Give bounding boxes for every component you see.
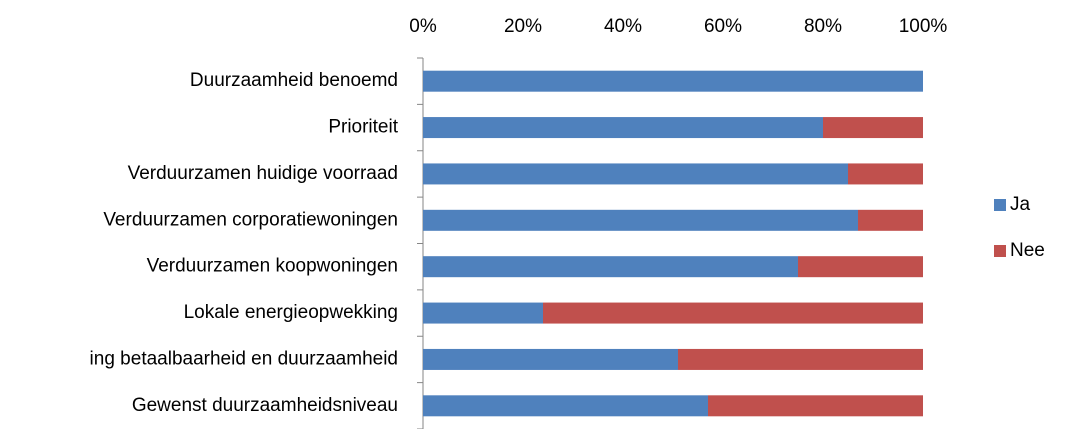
y-tick-label: Duurzaamheid benoemd bbox=[190, 70, 398, 91]
bar bbox=[848, 163, 923, 185]
bar bbox=[708, 395, 923, 417]
legend-label: Ja bbox=[1010, 194, 1031, 215]
bar bbox=[423, 70, 923, 92]
x-tick-label: 40% bbox=[604, 16, 642, 37]
y-tick-label: Lokale energieopwekking bbox=[184, 302, 398, 323]
x-tick-label: 20% bbox=[504, 16, 542, 37]
x-tick-label: 0% bbox=[409, 16, 437, 37]
y-tick-label: ing betaalbaarheid en duurzaamheid bbox=[90, 348, 398, 369]
bar bbox=[678, 348, 923, 370]
bar bbox=[423, 348, 678, 370]
bar bbox=[823, 117, 923, 139]
x-tick-label: 100% bbox=[899, 16, 948, 37]
bar bbox=[543, 302, 923, 324]
y-tick-label: Gewenst duurzaamheidsniveau bbox=[132, 395, 398, 416]
bar bbox=[423, 395, 708, 417]
bar bbox=[423, 209, 858, 231]
y-tick-label: Verduurzamen huidige voorraad bbox=[128, 163, 398, 184]
legend-swatch bbox=[994, 199, 1006, 211]
y-tick-label: Prioriteit bbox=[328, 117, 398, 138]
bar bbox=[423, 302, 543, 324]
y-tick-label: Verduurzamen corporatiewoningen bbox=[103, 209, 398, 230]
bar bbox=[858, 209, 923, 231]
bar bbox=[423, 256, 798, 278]
bar bbox=[423, 117, 823, 139]
bar bbox=[423, 163, 848, 185]
legend-swatch bbox=[994, 245, 1006, 257]
bar bbox=[798, 256, 923, 278]
y-tick-label: Verduurzamen koopwoningen bbox=[147, 256, 398, 277]
x-tick-label: 60% bbox=[704, 16, 742, 37]
legend-label: Nee bbox=[1010, 240, 1045, 261]
x-tick-label: 80% bbox=[804, 16, 842, 37]
